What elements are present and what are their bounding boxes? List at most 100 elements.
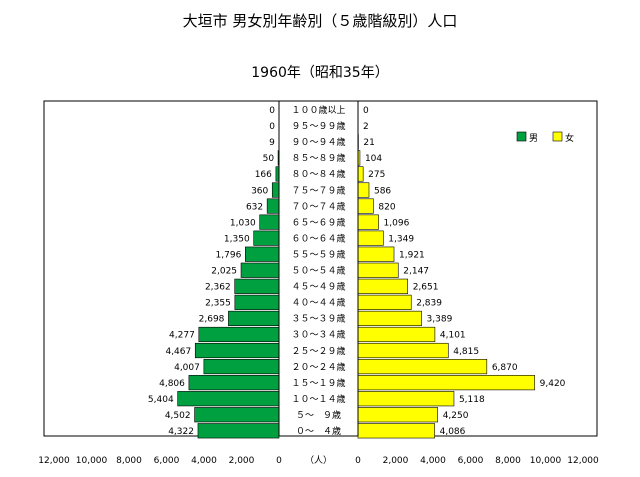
bar-male xyxy=(266,198,280,214)
bar-female xyxy=(357,278,409,294)
data-label-male: 50 xyxy=(263,154,275,164)
data-label-male: 4,007 xyxy=(174,363,200,373)
data-label-female: 1,096 xyxy=(384,218,410,228)
bar-male xyxy=(271,182,280,198)
age-category-label: １０～１４歳 xyxy=(291,393,345,405)
age-category-label: ７５～７９歳 xyxy=(291,184,345,196)
bar-male xyxy=(259,214,280,230)
bar-female xyxy=(357,246,395,262)
data-label-female: 2 xyxy=(363,122,369,132)
legend-swatch-female xyxy=(552,131,563,142)
data-label-male: 2,355 xyxy=(205,299,231,309)
bar-female xyxy=(357,230,384,246)
data-label-female: 0 xyxy=(363,106,369,116)
data-label-female: 2,839 xyxy=(416,299,442,309)
age-category-label: ０～ ４歳 xyxy=(296,425,341,437)
x-tick-label-female: 10,000 xyxy=(530,456,562,466)
age-category-label: ９５～９９歳 xyxy=(291,120,345,132)
x-tick-label-female: 0 xyxy=(355,456,361,466)
data-label-female: 9,420 xyxy=(540,379,566,389)
age-category-label: ４０～４４歳 xyxy=(291,297,345,309)
bar-female xyxy=(357,262,399,278)
x-tick-label-female: 2,000 xyxy=(383,456,409,466)
bar-female xyxy=(357,375,535,391)
age-category-label: ２５～２９歳 xyxy=(291,345,345,357)
chart-title: 大垣市 男女別年齢別（５歳階級別）人口 xyxy=(182,12,458,30)
data-label-female: 5,118 xyxy=(459,395,485,405)
data-label-female: 2,651 xyxy=(413,283,439,293)
age-category-label: ７０～７４歳 xyxy=(291,200,345,212)
bar-male xyxy=(240,262,280,278)
unit-label: （人） xyxy=(305,455,332,466)
legend-label-female: 女 xyxy=(565,132,574,144)
data-label-male: 2,025 xyxy=(211,267,237,277)
data-label-male: 4,502 xyxy=(165,411,191,421)
bar-female xyxy=(357,423,435,439)
data-label-male: 632 xyxy=(246,202,263,212)
data-label-male: 2,698 xyxy=(199,315,225,325)
data-label-male: 1,350 xyxy=(224,234,250,244)
data-label-female: 1,921 xyxy=(399,250,425,260)
age-category-label: ５５～５９歳 xyxy=(291,248,345,260)
bar-female xyxy=(357,310,422,326)
age-category-label: ５０～５４歳 xyxy=(291,265,345,277)
bar-male xyxy=(234,278,280,294)
x-tick-label-female: 4,000 xyxy=(420,456,446,466)
bar-male xyxy=(194,407,280,423)
data-label-male: 2,362 xyxy=(205,283,231,293)
bar-female xyxy=(357,214,379,230)
data-label-male: 0 xyxy=(269,106,275,116)
data-label-female: 21 xyxy=(363,138,374,148)
bar-male xyxy=(198,326,280,343)
bar-female xyxy=(357,391,455,407)
data-label-female: 4,250 xyxy=(443,411,469,421)
data-label-male: 166 xyxy=(255,170,272,180)
data-label-male: 1,030 xyxy=(230,218,256,228)
data-label-male: 5,404 xyxy=(148,395,174,405)
age-category-label: １５～１９歳 xyxy=(291,377,345,389)
age-category-label: ６０～６４歳 xyxy=(291,232,345,244)
bar-male xyxy=(203,358,280,375)
bar-male xyxy=(177,391,280,407)
x-tick-label-male: 0 xyxy=(276,456,282,466)
bar-male xyxy=(194,342,280,359)
x-tick-label-female: 12,000 xyxy=(567,456,599,466)
data-label-female: 1,349 xyxy=(388,234,414,244)
age-category-label: ５～ ９歳 xyxy=(296,409,341,421)
x-tick-label-male: 10,000 xyxy=(76,456,108,466)
age-category-label: ３０～３４歳 xyxy=(291,329,345,341)
age-category-label: ８５～８９歳 xyxy=(291,152,345,164)
bar-male xyxy=(197,423,280,439)
bar-female xyxy=(357,342,449,359)
bar-female xyxy=(357,294,412,310)
data-label-female: 820 xyxy=(378,202,395,212)
data-label-male: 360 xyxy=(251,186,268,196)
x-tick-label-male: 2,000 xyxy=(229,456,255,466)
x-tick-label-female: 8,000 xyxy=(495,456,521,466)
data-label-male: 0 xyxy=(269,122,275,132)
data-label-male: 4,467 xyxy=(165,347,191,357)
bar-male xyxy=(228,310,280,326)
bar-female xyxy=(357,407,438,423)
bar-female xyxy=(357,326,436,343)
x-tick-label-male: 12,000 xyxy=(38,456,70,466)
data-label-female: 104 xyxy=(365,154,382,164)
age-category-label: ４５～４９歳 xyxy=(291,281,345,293)
bar-female xyxy=(357,166,364,182)
data-label-male: 4,806 xyxy=(159,379,185,389)
bar-male xyxy=(188,375,280,391)
data-label-female: 586 xyxy=(374,186,391,196)
bar-male xyxy=(245,246,280,262)
bar-male xyxy=(253,230,280,246)
x-tick-label-female: 6,000 xyxy=(458,456,484,466)
bar-female xyxy=(357,198,374,214)
data-label-male: 9 xyxy=(269,138,275,148)
data-label-female: 275 xyxy=(368,170,385,180)
chart-subtitle: 1960年（昭和35年） xyxy=(251,65,389,81)
x-tick-label-male: 4,000 xyxy=(191,456,217,466)
age-category-label: １００歳以上 xyxy=(291,104,345,116)
x-tick-label-male: 8,000 xyxy=(116,456,142,466)
bar-female xyxy=(357,182,370,198)
data-label-female: 4,101 xyxy=(440,331,466,341)
